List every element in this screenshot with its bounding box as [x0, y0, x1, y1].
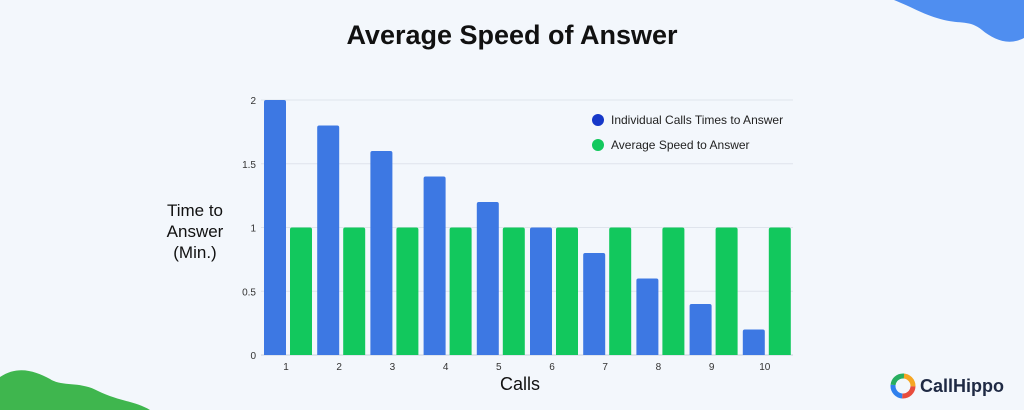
x-tick-label: 10 — [759, 362, 771, 373]
bar-individual-call — [583, 253, 606, 355]
bar-individual-call — [636, 278, 659, 355]
bar-average-speed — [502, 227, 525, 355]
bar-individual-call — [476, 202, 499, 355]
bar-individual-call — [317, 125, 340, 355]
x-tick-label: 7 — [602, 362, 608, 373]
bar-individual-call — [742, 329, 765, 355]
y-tick-label: 2 — [250, 96, 256, 107]
y-tick-label: 1 — [250, 224, 256, 235]
x-tick-label: 3 — [390, 362, 396, 373]
y-axis-label-line: Answer — [166, 222, 224, 241]
bar-average-speed — [290, 227, 312, 355]
x-tick-label: 5 — [496, 362, 502, 373]
bar-average-speed — [768, 227, 791, 355]
x-tick-labels: 1 2 3 4 5 6 7 8 9 10 — [283, 362, 771, 373]
y-tick-labels: 0 0.5 1 1.5 2 — [242, 96, 256, 362]
x-tick-label: 8 — [656, 362, 662, 373]
legend-label-average: Average Speed to Answer — [611, 138, 750, 152]
brand-name: CallHippo — [920, 375, 1004, 396]
x-tick-label: 4 — [443, 362, 449, 373]
decorative-blob-top-right — [894, 0, 1024, 42]
callhippo-logo-mark-icon — [890, 373, 916, 399]
bar-individual-call — [423, 176, 446, 355]
bar-average-speed — [662, 227, 685, 355]
bars — [264, 100, 791, 355]
legend-label-individual: Individual Calls Times to Answer — [611, 113, 783, 127]
bar-average-speed — [715, 227, 738, 355]
x-axis-label: Calls — [499, 374, 540, 394]
decorative-blob-bottom-left — [0, 370, 150, 410]
bar-average-speed — [449, 227, 472, 355]
y-axis-label: Time to Answer (Min.) — [150, 200, 240, 263]
y-axis-label-line: (Min.) — [173, 243, 217, 262]
legend-dot-average — [592, 139, 604, 151]
callhippo-logo: CallHippo — [890, 372, 1004, 400]
y-tick-label: 0 — [250, 351, 256, 362]
y-axis-label-line: Time to — [166, 201, 224, 220]
legend: Individual Calls Times to Answer Average… — [592, 113, 783, 152]
x-tick-label: 1 — [283, 362, 289, 373]
y-tick-label: 0.5 — [242, 287, 256, 298]
legend-dot-individual — [592, 114, 604, 126]
bar-average-speed — [556, 227, 578, 355]
bar-individual-call — [370, 151, 393, 355]
y-tick-label: 1.5 — [242, 160, 256, 171]
bar-average-speed — [609, 227, 632, 355]
x-tick-label: 2 — [336, 362, 342, 373]
x-tick-label: 6 — [549, 362, 555, 373]
bar-individual-call — [689, 304, 712, 355]
bar-individual-call — [264, 100, 286, 355]
bar-average-speed — [396, 227, 419, 355]
bar-average-speed — [343, 227, 366, 355]
chart-title: Average Speed of Answer — [346, 20, 678, 50]
bar-individual-call — [530, 227, 552, 355]
x-tick-label: 9 — [709, 362, 715, 373]
